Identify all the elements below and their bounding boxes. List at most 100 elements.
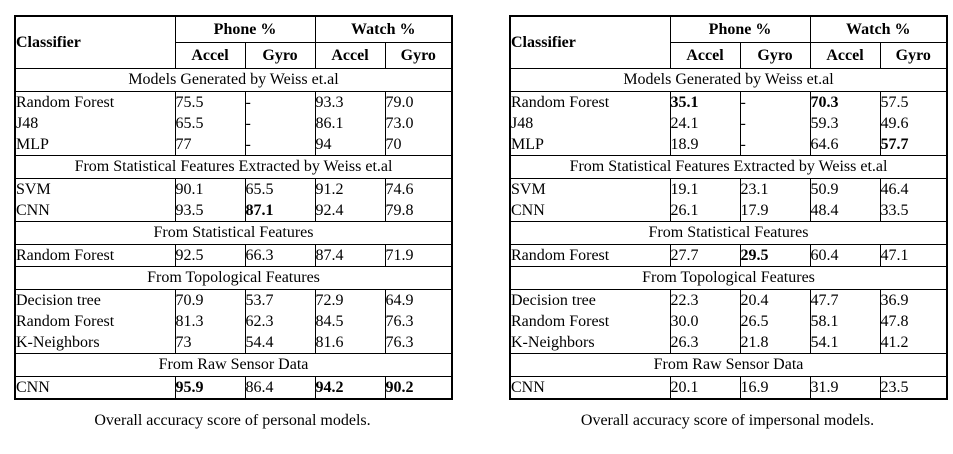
value-cell: 70: [384, 134, 453, 156]
value-cell: 26.1: [669, 200, 741, 222]
value-cell: 64.6: [809, 134, 881, 156]
value-cell: 79.8: [384, 200, 453, 222]
value-cell: 47.1: [879, 244, 948, 267]
value-cell: 35.1: [669, 91, 741, 113]
classifier-cell: Random Forest: [509, 244, 671, 267]
value-cell: 41.2: [879, 332, 948, 354]
classifier-cell: J48: [14, 113, 176, 134]
value-cell: 48.4: [809, 200, 881, 222]
section-header-row: From Statistical Features Extracted by W…: [14, 155, 453, 179]
table-row: J48 65.5-86.1 73.0: [14, 113, 453, 134]
table-row: CNN 95.9 86.4 94.2 90.2: [14, 376, 453, 399]
value-cell: 72.9: [314, 289, 386, 311]
value-cell: 64.9: [384, 289, 453, 311]
classifier-cell: Decision tree: [509, 289, 671, 311]
value-cell: 93.5: [174, 200, 246, 222]
section-title: From Statistical Features: [509, 221, 948, 245]
value-cell: -: [739, 113, 811, 134]
section-header-row: Models Generated by Weiss et.al: [509, 68, 948, 92]
value-cell: 26.5: [739, 311, 811, 332]
classifier-cell: Random Forest: [14, 311, 176, 332]
value-cell: 19.1: [669, 178, 741, 200]
value-cell: 71.9: [384, 244, 453, 267]
value-cell: 73.0: [384, 113, 453, 134]
value-cell: 60.4: [809, 244, 881, 267]
value-cell: 84.5: [314, 311, 386, 332]
table-row: CNN 93.5 87.1 92.4 79.8: [14, 200, 453, 222]
classifier-cell: CNN: [509, 376, 671, 399]
table-row: Random Forest 81.3 62.3 84.5 76.3: [14, 311, 453, 332]
value-cell: 86.1: [314, 113, 386, 134]
value-cell: -: [244, 113, 316, 134]
table-row: Decision tree 70.9 53.7 72.9 64.9: [14, 289, 453, 311]
value-cell: 90.2: [384, 376, 453, 399]
classifier-cell: CNN: [14, 200, 176, 222]
value-cell: 94.2: [314, 376, 386, 399]
personal-models-table: Classifier Phone % Watch % Accel Gyro Ac…: [14, 15, 454, 400]
classifier-cell: MLP: [14, 134, 176, 156]
value-cell: 65.5: [244, 178, 316, 200]
classifier-cell: SVM: [14, 178, 176, 200]
value-cell: 75.5: [174, 91, 246, 113]
section-header-row: From Statistical Features: [509, 221, 948, 245]
impersonal-models-table: Classifier Phone % Watch % Accel Gyro Ac…: [509, 15, 949, 400]
watch-accel-header: Accel: [809, 42, 881, 69]
value-cell: 23.1: [739, 178, 811, 200]
section-header-row: From Topological Features: [509, 266, 948, 290]
value-cell: 50.9: [809, 178, 881, 200]
section-header-row: From Raw Sensor Data: [14, 353, 453, 377]
table-row: SVM 19.1 23.1 50.9 46.4: [509, 178, 948, 200]
value-cell: 26.3: [669, 332, 741, 354]
value-cell: 46.4: [879, 178, 948, 200]
value-cell: 77: [174, 134, 246, 156]
value-cell: 27.7: [669, 244, 741, 267]
value-cell: -: [739, 91, 811, 113]
value-cell: 22.3: [669, 289, 741, 311]
value-cell: 76.3: [384, 311, 453, 332]
watch-group-header: Watch %: [314, 16, 453, 43]
value-cell: 87.4: [314, 244, 386, 267]
table-row: Random Forest 30.0 26.5 58.1 47.8: [509, 311, 948, 332]
value-cell: 33.5: [879, 200, 948, 222]
impersonal-table-caption: Overall accuracy score of impersonal mod…: [580, 412, 875, 429]
value-cell: 81.3: [174, 311, 246, 332]
value-cell: 66.3: [244, 244, 316, 267]
value-cell: 91.2: [314, 178, 386, 200]
section-title: Models Generated by Weiss et.al: [14, 68, 453, 92]
classifier-cell: Decision tree: [14, 289, 176, 311]
table-row: K-Neighbors 73 54.4 81.6 76.3: [14, 332, 453, 354]
classifier-cell: CNN: [509, 200, 671, 222]
value-cell: 79.0: [384, 91, 453, 113]
table-row: CNN 26.1 17.9 48.4 33.5: [509, 200, 948, 222]
header-row-groups: Classifier Phone % Watch %: [14, 16, 453, 69]
value-cell: 94: [314, 134, 386, 156]
value-cell: 92.5: [174, 244, 246, 267]
classifier-cell: J48: [509, 113, 671, 134]
phone-gyro-header: Gyro: [739, 42, 811, 69]
value-cell: 95.9: [174, 376, 246, 399]
watch-accel-header: Accel: [314, 42, 386, 69]
value-cell: 47.7: [809, 289, 881, 311]
value-cell: 57.5: [879, 91, 948, 113]
table-row: K-Neighbors 26.3 21.8 54.1 41.2: [509, 332, 948, 354]
watch-gyro-header: Gyro: [879, 42, 948, 69]
value-cell: 23.5: [879, 376, 948, 399]
section-title: From Raw Sensor Data: [14, 353, 453, 377]
section-header-row: From Topological Features: [14, 266, 453, 290]
phone-group-header: Phone %: [174, 16, 316, 43]
value-cell: 93.3: [314, 91, 386, 113]
value-cell: 62.3: [244, 311, 316, 332]
table-row: Random Forest 35.1-70.3 57.5: [509, 91, 948, 113]
value-cell: 70.9: [174, 289, 246, 311]
value-cell: 76.3: [384, 332, 453, 354]
section-title: From Statistical Features Extracted by W…: [14, 155, 453, 179]
page: Classifier Phone % Watch % Accel Gyro Ac…: [14, 15, 949, 429]
watch-gyro-header: Gyro: [384, 42, 453, 69]
table-row: Random Forest 75.5-93.3 79.0: [14, 91, 453, 113]
table-row: MLP 77-94 70: [14, 134, 453, 156]
table-row: CNN 20.1 16.9 31.9 23.5: [509, 376, 948, 399]
value-cell: 17.9: [739, 200, 811, 222]
value-cell: 73: [174, 332, 246, 354]
classifier-cell: Random Forest: [14, 244, 176, 267]
value-cell: 92.4: [314, 200, 386, 222]
